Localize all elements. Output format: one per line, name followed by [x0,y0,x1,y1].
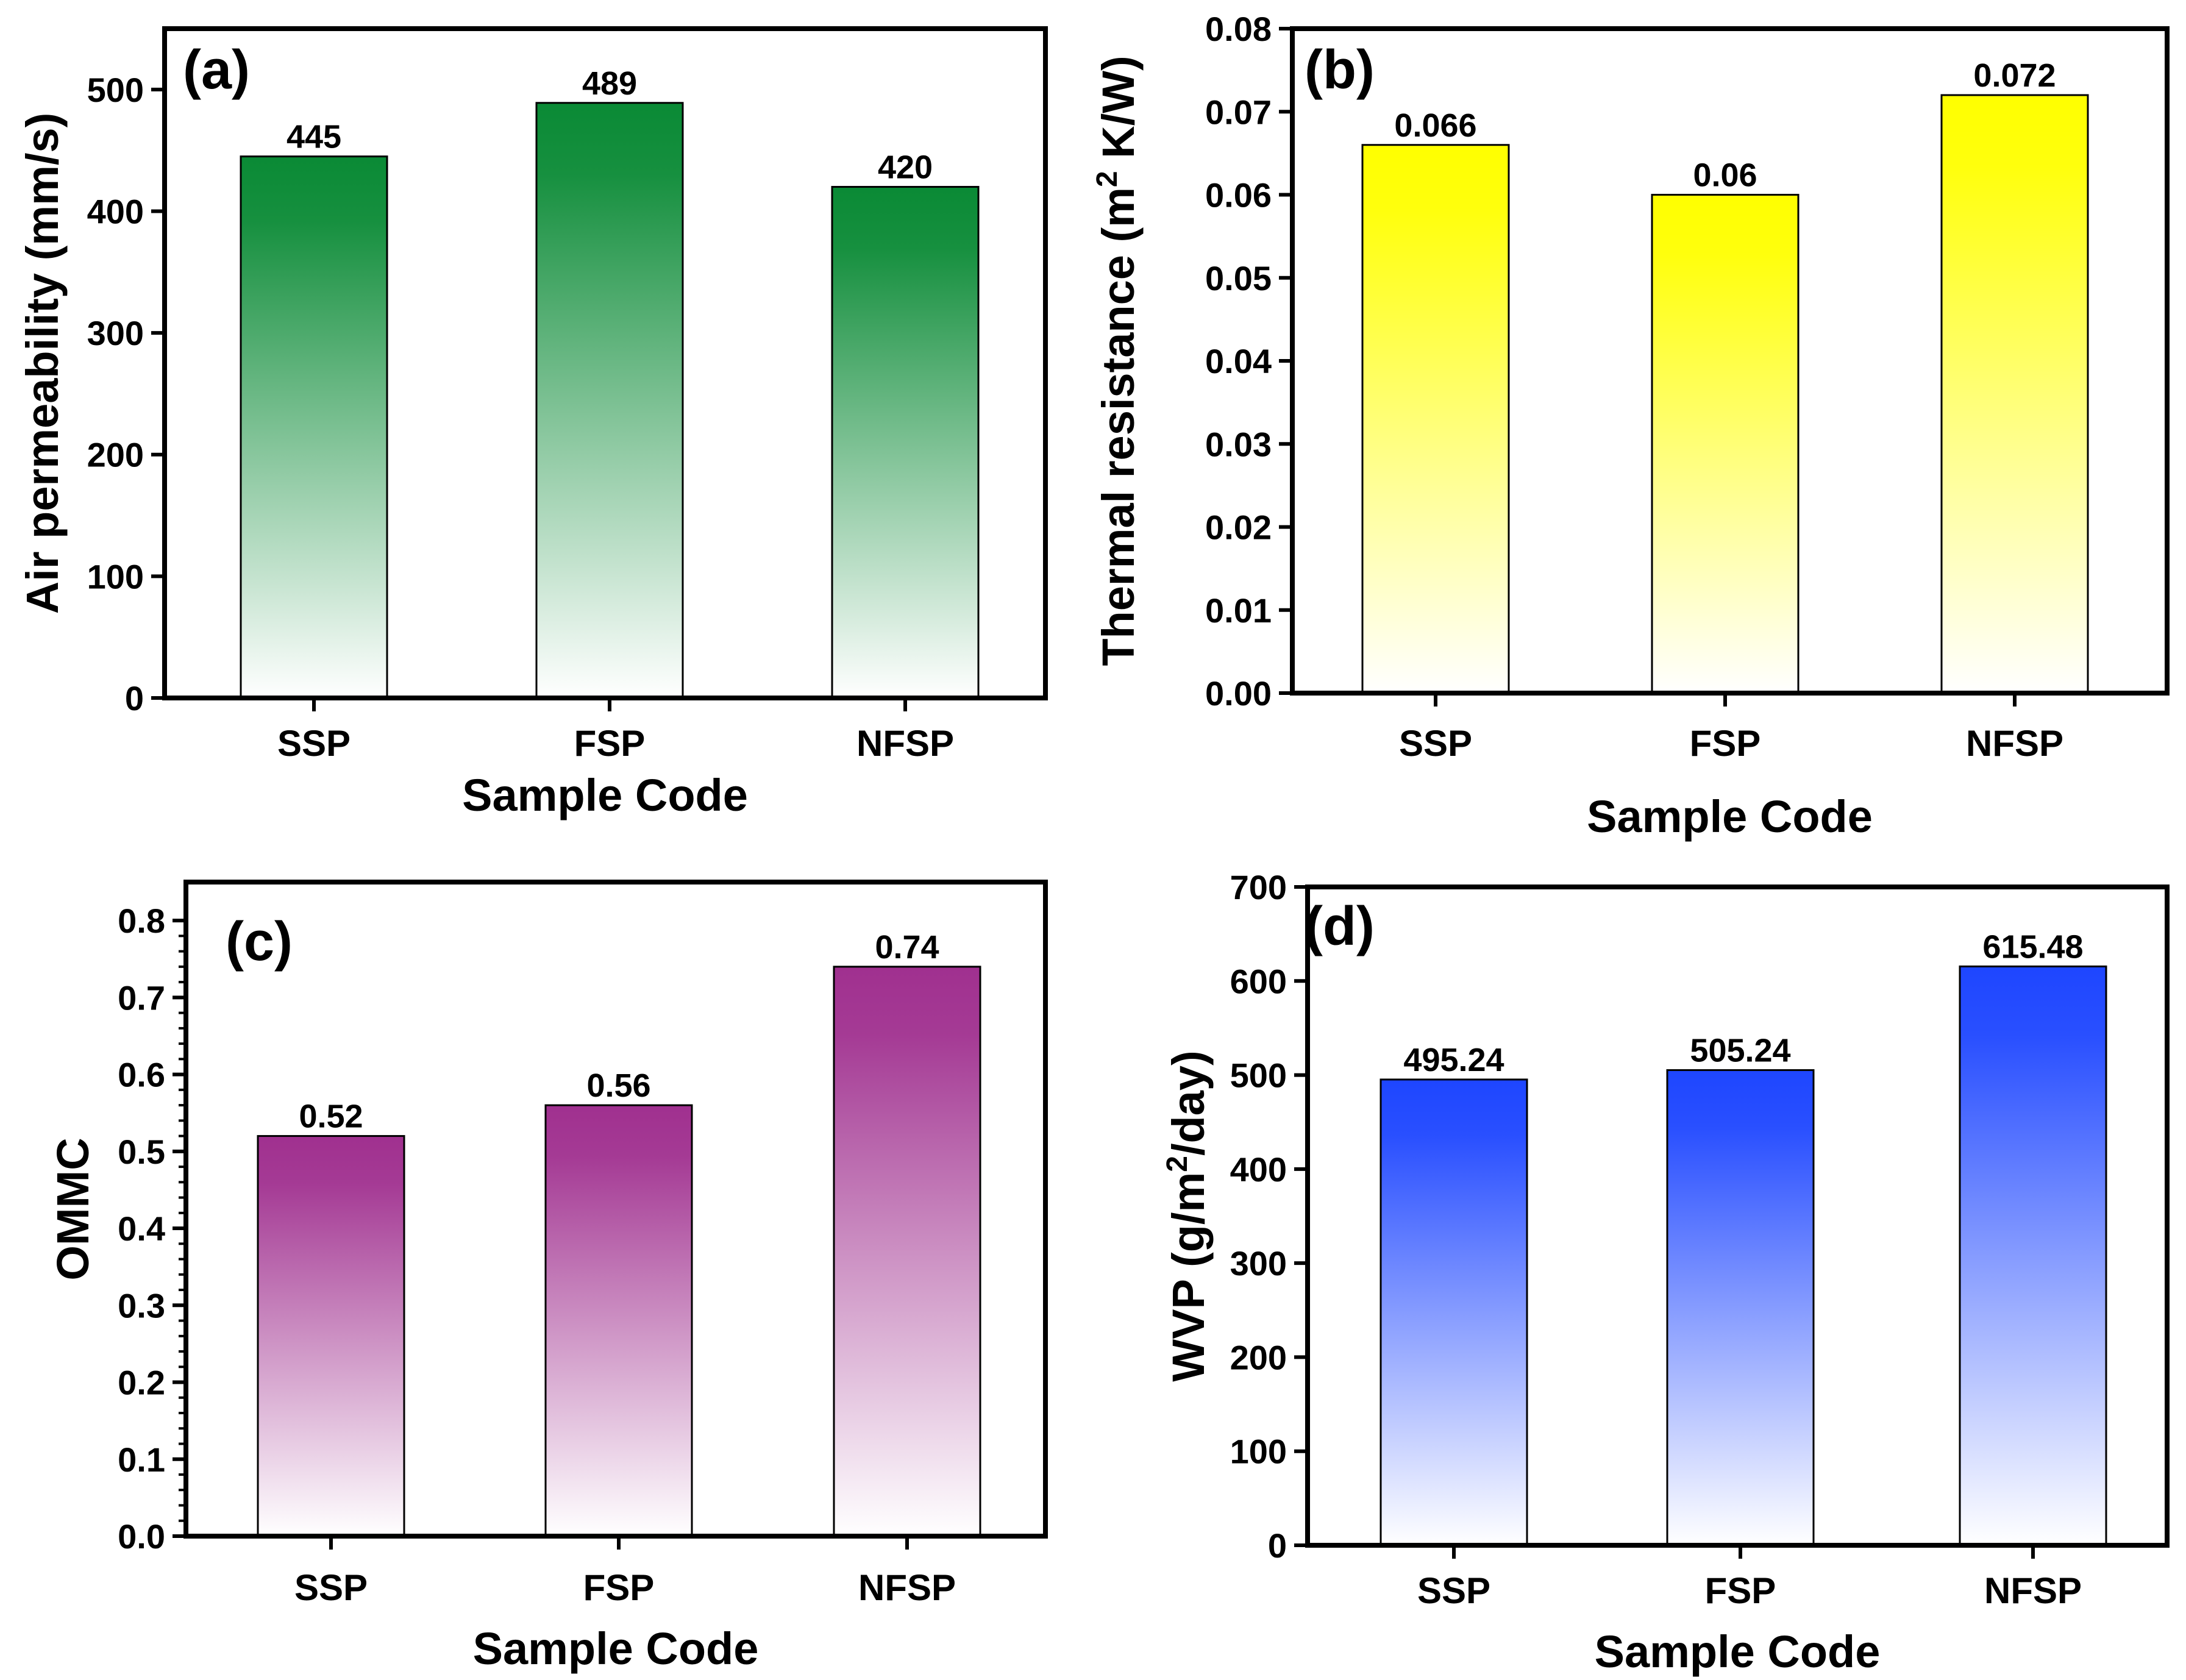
value-label-ssp: 495.24 [1403,1042,1504,1078]
panel-label: (d) [1305,896,1375,957]
y-tick-label: 0.00 [1205,674,1272,713]
x-axis-title: Sample Code [1587,791,1873,842]
bar-nfsp [833,966,981,1537]
y-tick-label: 300 [87,314,144,352]
y-tick-label: 0.3 [118,1286,165,1325]
panel-c-ommc: 0.52 0.56 0.74 0.0 0.1 0.2 0.3 0.4 0.5 0.6 0.7 0.8 S… [48,880,1048,1674]
bar-fsp [544,1104,693,1537]
y-tick-label: 700 [1230,868,1287,906]
y-tick-label: 0.05 [1205,259,1272,297]
value-label-fsp: 505.24 [1690,1032,1790,1069]
value-label-fsp: 489 [582,65,637,102]
y-tick-label: 200 [87,436,144,474]
y-tick-label: 300 [1230,1244,1287,1283]
panel-b-thermal-resistance: 0.066 0.06 0.072 0.00 0.01 0.02 0.03 0.04 0.05 0.… [1091,10,2170,842]
y-tick-label: 200 [1230,1338,1287,1376]
y-tick-label: 0.07 [1205,93,1272,131]
bar-ssp [257,1135,405,1537]
y-tick-label: 100 [87,557,144,596]
value-label-ssp: 445 [287,119,341,155]
x-tick-label-ssp: SSP [277,723,351,764]
value-label-nfsp: 0.74 [875,929,939,966]
y-tick-label: 400 [87,192,144,230]
bar-fsp [535,102,684,699]
bar-nfsp [1959,965,2107,1547]
y-tick-label: 500 [1230,1056,1287,1095]
y-tick-label: 0.08 [1205,10,1272,48]
y-axis-title: WVP (g/m2/day) [1161,1050,1214,1381]
value-label-ssp: 0.066 [1394,107,1476,144]
panel-d-wvp: 495.24 505.24 615.48 0 100 200 300 400 500 600 700… [1161,868,2170,1677]
panel-label: (b) [1305,40,1375,101]
x-tick-label-fsp: FSP [1690,723,1761,764]
y-tick-label: 0.7 [118,978,165,1017]
y-tick-label: 0.06 [1205,176,1272,215]
x-tick-label-ssp: SSP [294,1567,368,1608]
y-tick-label: 400 [1230,1150,1287,1189]
y-tick-label: 0 [1268,1526,1287,1565]
bar-ssp [1380,1078,1528,1547]
y-axis-title: Air permeability (mm/s) [17,113,68,614]
panel-label: (a) [183,40,250,101]
bar-fsp [1651,194,1800,694]
x-tick-label-nfsp: NFSP [856,723,954,764]
x-tick-label-fsp: FSP [1705,1570,1776,1611]
value-label-nfsp: 0.072 [1973,57,2056,94]
x-tick-label-ssp: SSP [1399,723,1472,764]
panel-a-air-permeability: 445 489 420 0 100 200 300 400 500 SSP FSP NFSP Sampl… [17,26,1048,820]
y-tick-label: 0 [125,679,144,717]
x-tick-label-fsp: FSP [574,723,646,764]
x-tick-label-ssp: SSP [1417,1570,1490,1611]
y-tick-label: 0.02 [1205,508,1272,547]
value-label-fsp: 0.56 [586,1067,650,1104]
y-axis-title: Thermal resistance (m2 K/W) [1091,55,1144,666]
y-tick-label: 0.0 [118,1517,165,1556]
x-axis-title: Sample Code [462,770,748,820]
y-tick-label: 0.4 [118,1209,165,1248]
x-axis-title: Sample Code [473,1623,759,1674]
panel-label: (c) [226,911,293,972]
bar-ssp [1361,144,1510,694]
y-tick-label: 0.03 [1205,425,1272,463]
x-tick-label-nfsp: NFSP [1966,723,2063,764]
y-tick-label: 0.04 [1205,342,1272,380]
x-tick-label-fsp: FSP [583,1567,655,1608]
y-tick-label: 100 [1230,1433,1287,1471]
y-tick-label: 500 [87,71,144,109]
x-tick-label-nfsp: NFSP [1984,1570,2082,1611]
y-tick-label: 0.6 [118,1056,165,1094]
y-tick-label: 600 [1230,962,1287,1000]
value-label-ssp: 0.52 [299,1098,363,1135]
bar-nfsp [1940,94,2089,694]
y-tick-label: 0.01 [1205,591,1272,630]
y-tick-label: 0.5 [118,1133,165,1171]
value-label-nfsp: 615.48 [1982,928,2083,965]
x-axis-title: Sample Code [1595,1626,1881,1677]
y-tick-label: 0.8 [118,902,165,940]
value-label-fsp: 0.06 [1693,157,1757,194]
bar-ssp [240,155,388,699]
x-tick-label-nfsp: NFSP [858,1567,956,1608]
bar-fsp [1666,1069,1815,1547]
y-tick-label: 0.2 [118,1364,165,1402]
value-label-nfsp: 420 [878,149,933,186]
y-axis-title: OMMC [48,1137,98,1280]
y-tick-label: 0.1 [118,1440,165,1479]
bar-nfsp [831,186,980,699]
